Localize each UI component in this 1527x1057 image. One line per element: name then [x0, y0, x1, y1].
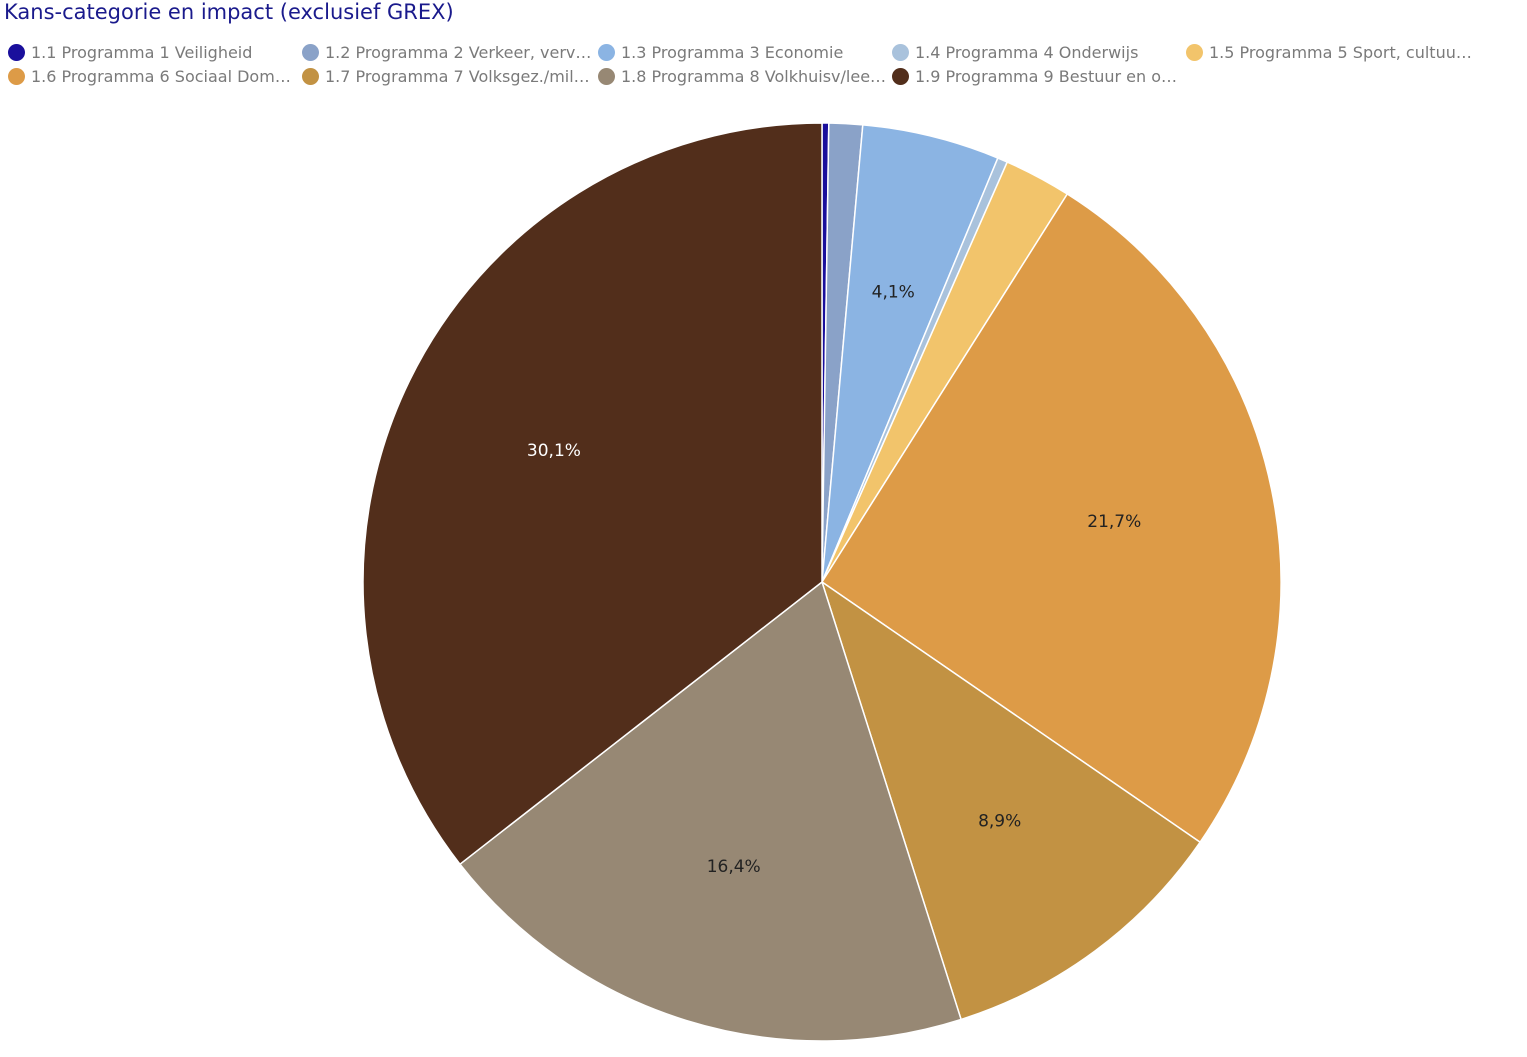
- legend-swatch: [598, 43, 615, 61]
- legend-swatch: [598, 67, 615, 85]
- legend-swatch: [302, 67, 319, 85]
- legend-item[interactable]: 1.1 Programma 1 Veiligheid: [8, 40, 252, 64]
- chart-title: Kans-categorie en impact (exclusief GREX…: [4, 0, 454, 24]
- pie-slice[interactable]: [820, 580, 1202, 1021]
- legend-swatch: [8, 67, 25, 85]
- legend-item[interactable]: 1.4 Programma 4 Onderwijs: [892, 40, 1138, 64]
- legend-swatch: [892, 43, 909, 61]
- slice-data-label: 4,1%: [872, 282, 915, 302]
- legend-item[interactable]: 1.3 Programma 3 Economie: [598, 40, 843, 64]
- legend-item[interactable]: 1.2 Programma 2 Verkeer, vervoe…: [302, 40, 592, 64]
- pie-slice[interactable]: [820, 192, 1282, 844]
- legend-swatch: [302, 43, 319, 61]
- legend-item[interactable]: 1.7 Programma 7 Volksgez./milie…: [302, 64, 592, 88]
- pie-slice[interactable]: [362, 122, 823, 866]
- legend-item[interactable]: 1.9 Programma 9 Bestuur en ond…: [892, 64, 1182, 88]
- slice-data-label: 16,4%: [707, 857, 761, 877]
- legend-swatch: [1186, 43, 1203, 61]
- slice-data-label: 8,9%: [978, 812, 1021, 832]
- legend-item[interactable]: 1.5 Programma 5 Sport, cultuur e…: [1186, 40, 1476, 64]
- pie-slice[interactable]: [458, 580, 963, 1042]
- legend-item[interactable]: 1.6 Programma 6 Sociaal Domein: [8, 64, 298, 88]
- legend-item[interactable]: 1.8 Programma 8 Volkhuisv/leefo…: [598, 64, 888, 88]
- slice-data-label: 21,7%: [1087, 512, 1141, 532]
- legend-swatch: [8, 43, 25, 61]
- legend-swatch: [892, 67, 909, 85]
- slice-data-label: 30,1%: [527, 441, 581, 461]
